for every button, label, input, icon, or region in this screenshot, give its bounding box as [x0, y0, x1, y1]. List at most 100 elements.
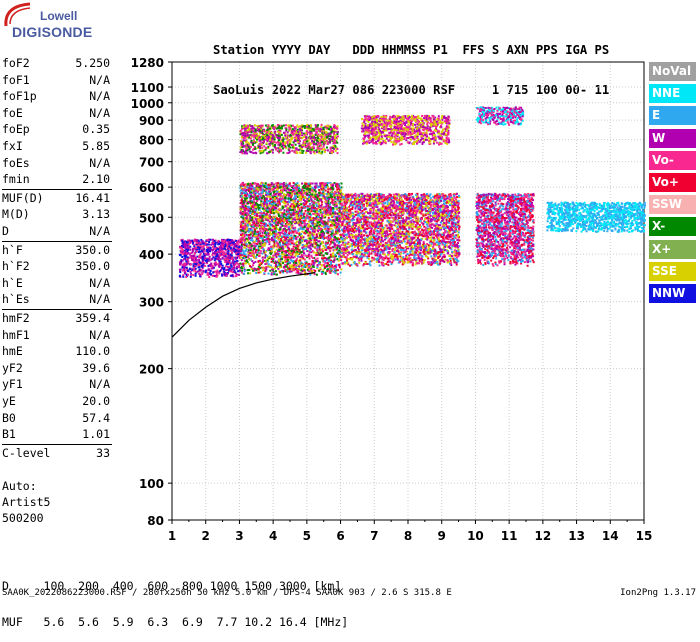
echo-point [234, 244, 236, 246]
echo-point [252, 213, 254, 215]
echo-point [276, 274, 278, 276]
echo-point [338, 249, 340, 251]
echo-point [250, 255, 252, 257]
x-tick-label: 11 [501, 529, 518, 543]
echo-point [268, 204, 270, 206]
echo-point [265, 261, 267, 263]
echo-point [261, 220, 263, 222]
echo-point [232, 271, 234, 273]
echo-point [212, 272, 214, 274]
echo-point [331, 235, 333, 237]
echo-point [284, 269, 286, 271]
echo-point [334, 244, 336, 246]
echo-point [252, 182, 254, 184]
echo-point [259, 267, 261, 269]
echo-point [329, 256, 331, 258]
echo-point [319, 240, 321, 242]
echo-point [305, 262, 307, 264]
echo-point [260, 183, 262, 185]
echo-point [327, 268, 329, 270]
echo-point [190, 274, 192, 276]
echo-point [290, 205, 292, 207]
echo-point [334, 236, 336, 238]
echo-point [298, 196, 300, 198]
echo-point [286, 226, 288, 228]
echo-point [243, 238, 245, 240]
echo-point [249, 265, 251, 267]
echo-point [204, 265, 206, 267]
echo-point [318, 210, 320, 212]
echo-point [324, 226, 326, 228]
echo-point [248, 201, 250, 203]
echo-point [248, 269, 250, 271]
echo-point [331, 198, 333, 200]
echo-point [254, 243, 256, 245]
echo-point [227, 247, 229, 249]
echo-point [221, 240, 223, 242]
echo-point [240, 238, 242, 240]
echo-point [339, 201, 341, 203]
y-tick-label: 900 [139, 114, 164, 128]
echo-point [258, 193, 260, 195]
echo-point [294, 209, 296, 211]
echo-point [256, 221, 258, 223]
echo-point [257, 225, 259, 227]
echo-point [246, 238, 248, 240]
echo-point [347, 254, 349, 256]
echo-point [273, 222, 275, 224]
echo-point [336, 258, 338, 260]
echo-point [322, 212, 324, 214]
echo-point [199, 251, 201, 253]
echo-point [282, 262, 284, 264]
echo-point [287, 193, 289, 195]
echo-point [309, 258, 311, 260]
echo-point [334, 239, 336, 241]
echo-point [334, 266, 336, 268]
echo-point [274, 228, 276, 230]
echo-point [298, 233, 300, 235]
echo-point [307, 185, 309, 187]
echo-point [309, 204, 311, 206]
echo-point [288, 185, 290, 187]
echo-point [209, 264, 211, 266]
echo-point [256, 213, 258, 215]
echo-point [315, 243, 317, 245]
echo-point [283, 202, 285, 204]
echo-point [266, 255, 268, 257]
echo-point [229, 262, 231, 264]
echo-point [241, 195, 243, 197]
echo-point [241, 259, 243, 261]
y-tick-label: 1280 [131, 56, 164, 70]
echo-point [185, 244, 187, 246]
echo-point [317, 264, 319, 266]
echo-point [330, 207, 332, 209]
echo-point [261, 197, 263, 199]
echo-point [330, 221, 332, 223]
echo-point [258, 207, 260, 209]
echo-point [183, 268, 185, 270]
echo-point [314, 187, 316, 189]
echo-point [189, 249, 191, 251]
echo-point [324, 260, 326, 262]
echo-point [338, 207, 340, 209]
echo-point [191, 259, 193, 261]
echo-point [180, 250, 182, 252]
echo-point [287, 250, 289, 252]
echo-point [259, 196, 261, 198]
echo-point [262, 246, 264, 248]
y-tick-label: 100 [139, 477, 164, 491]
echo-point [331, 228, 333, 230]
echo-point [226, 239, 228, 241]
echo-point [303, 199, 305, 201]
echo-point [320, 194, 322, 196]
echo-point [268, 243, 270, 245]
echo-point [333, 261, 335, 263]
echo-point [295, 260, 297, 262]
echo-point [187, 239, 189, 241]
echo-point [282, 207, 284, 209]
echo-point [216, 276, 218, 278]
echo-point [200, 253, 202, 255]
echo-point [307, 226, 309, 228]
echo-point [183, 241, 185, 243]
echo-point [190, 271, 192, 273]
